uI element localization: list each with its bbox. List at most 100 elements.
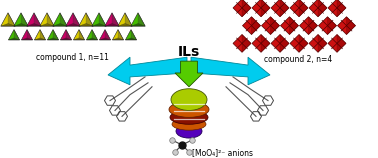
Polygon shape xyxy=(105,24,119,26)
Polygon shape xyxy=(118,30,124,40)
Polygon shape xyxy=(318,0,327,17)
Polygon shape xyxy=(328,0,346,17)
Ellipse shape xyxy=(170,110,208,124)
Polygon shape xyxy=(79,13,93,26)
Polygon shape xyxy=(47,30,59,40)
Polygon shape xyxy=(328,34,346,52)
Polygon shape xyxy=(271,0,289,17)
Polygon shape xyxy=(112,13,119,26)
Polygon shape xyxy=(8,13,15,26)
Polygon shape xyxy=(131,13,145,26)
Polygon shape xyxy=(125,38,136,40)
Polygon shape xyxy=(87,38,98,40)
Polygon shape xyxy=(242,0,251,17)
Polygon shape xyxy=(118,24,132,26)
Polygon shape xyxy=(34,30,46,40)
Ellipse shape xyxy=(172,118,206,130)
Polygon shape xyxy=(73,13,80,26)
Polygon shape xyxy=(337,0,346,17)
Polygon shape xyxy=(14,30,20,40)
Text: ILs: ILs xyxy=(178,45,200,59)
Polygon shape xyxy=(87,30,98,40)
Polygon shape xyxy=(233,0,251,17)
Polygon shape xyxy=(73,30,85,40)
Polygon shape xyxy=(34,38,46,40)
Text: [MoO₄]²⁻ anions: [MoO₄]²⁻ anions xyxy=(192,148,253,157)
Ellipse shape xyxy=(169,102,209,117)
Polygon shape xyxy=(233,34,251,52)
Polygon shape xyxy=(280,17,299,34)
Polygon shape xyxy=(14,24,28,26)
Polygon shape xyxy=(309,34,327,52)
Ellipse shape xyxy=(171,89,207,110)
Polygon shape xyxy=(27,24,41,26)
Polygon shape xyxy=(319,17,336,34)
Polygon shape xyxy=(327,17,336,34)
Polygon shape xyxy=(243,17,260,34)
Polygon shape xyxy=(337,34,346,52)
Polygon shape xyxy=(66,24,80,26)
Polygon shape xyxy=(53,13,67,26)
Polygon shape xyxy=(108,57,187,85)
Polygon shape xyxy=(290,0,308,17)
Polygon shape xyxy=(105,13,119,26)
Polygon shape xyxy=(92,13,106,26)
Text: compound 1, n=11: compound 1, n=11 xyxy=(36,53,108,62)
Polygon shape xyxy=(8,38,20,40)
Polygon shape xyxy=(308,17,318,34)
Polygon shape xyxy=(290,17,299,34)
Polygon shape xyxy=(251,17,260,34)
Polygon shape xyxy=(252,34,270,52)
Polygon shape xyxy=(22,30,33,40)
Polygon shape xyxy=(27,30,33,40)
Polygon shape xyxy=(60,13,67,26)
Polygon shape xyxy=(73,38,85,40)
Polygon shape xyxy=(99,13,106,26)
Polygon shape xyxy=(191,57,270,85)
Polygon shape xyxy=(92,30,98,40)
Polygon shape xyxy=(138,13,145,26)
Polygon shape xyxy=(280,34,289,52)
Polygon shape xyxy=(299,34,308,52)
Polygon shape xyxy=(290,34,308,52)
Polygon shape xyxy=(131,24,145,26)
Polygon shape xyxy=(112,30,124,40)
Polygon shape xyxy=(40,13,54,26)
Polygon shape xyxy=(40,30,46,40)
Polygon shape xyxy=(66,30,71,40)
Polygon shape xyxy=(112,38,124,40)
Polygon shape xyxy=(309,0,327,17)
Polygon shape xyxy=(47,38,59,40)
Polygon shape xyxy=(271,34,289,52)
Polygon shape xyxy=(271,17,279,34)
Polygon shape xyxy=(125,30,136,40)
Polygon shape xyxy=(22,38,33,40)
Polygon shape xyxy=(252,0,270,17)
Polygon shape xyxy=(261,34,270,52)
Polygon shape xyxy=(99,30,111,40)
Polygon shape xyxy=(262,17,279,34)
Text: compound 2, n=4: compound 2, n=4 xyxy=(264,55,332,64)
Polygon shape xyxy=(105,30,111,40)
Polygon shape xyxy=(53,24,67,26)
Polygon shape xyxy=(60,30,71,40)
Polygon shape xyxy=(92,24,106,26)
Polygon shape xyxy=(47,13,54,26)
Polygon shape xyxy=(99,38,111,40)
Polygon shape xyxy=(8,30,20,40)
Polygon shape xyxy=(60,38,71,40)
Polygon shape xyxy=(86,13,93,26)
Polygon shape xyxy=(131,30,136,40)
Polygon shape xyxy=(318,34,327,52)
Polygon shape xyxy=(79,24,93,26)
Polygon shape xyxy=(1,24,15,26)
Polygon shape xyxy=(299,17,318,34)
Polygon shape xyxy=(261,0,270,17)
Polygon shape xyxy=(53,30,59,40)
Polygon shape xyxy=(338,17,355,34)
Polygon shape xyxy=(27,13,41,26)
Polygon shape xyxy=(242,34,251,52)
Polygon shape xyxy=(21,13,28,26)
Ellipse shape xyxy=(176,124,202,138)
Polygon shape xyxy=(299,0,308,17)
